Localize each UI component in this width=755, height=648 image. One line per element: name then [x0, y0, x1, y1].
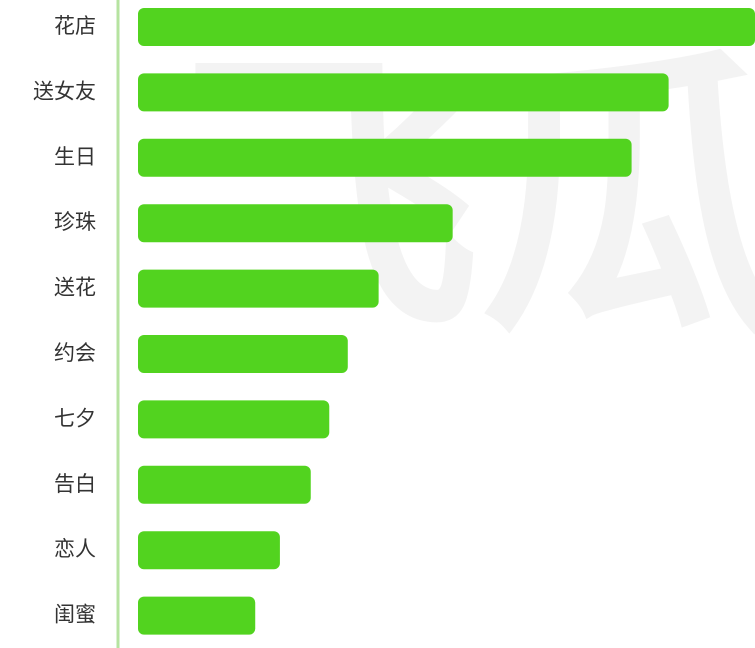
bar — [138, 531, 280, 570]
category-label: 花店 — [54, 14, 96, 38]
bar — [138, 138, 632, 177]
bar — [138, 8, 755, 46]
category-label: 珍珠 — [54, 210, 96, 234]
bar — [138, 204, 453, 243]
bar — [138, 335, 348, 373]
category-label: 送女友 — [33, 79, 96, 103]
category-label: 闺蜜 — [54, 603, 96, 627]
category-label: 送花 — [54, 276, 96, 300]
category-label: 约会 — [54, 341, 96, 365]
bar — [138, 596, 256, 635]
category-label: 告白 — [54, 472, 96, 496]
category-label: 七夕 — [54, 406, 96, 430]
bar — [138, 400, 330, 439]
bar — [138, 465, 311, 504]
category-label: 生日 — [54, 145, 96, 169]
bar — [138, 269, 379, 308]
bar — [138, 73, 669, 112]
category-label: 恋人 — [54, 537, 96, 561]
